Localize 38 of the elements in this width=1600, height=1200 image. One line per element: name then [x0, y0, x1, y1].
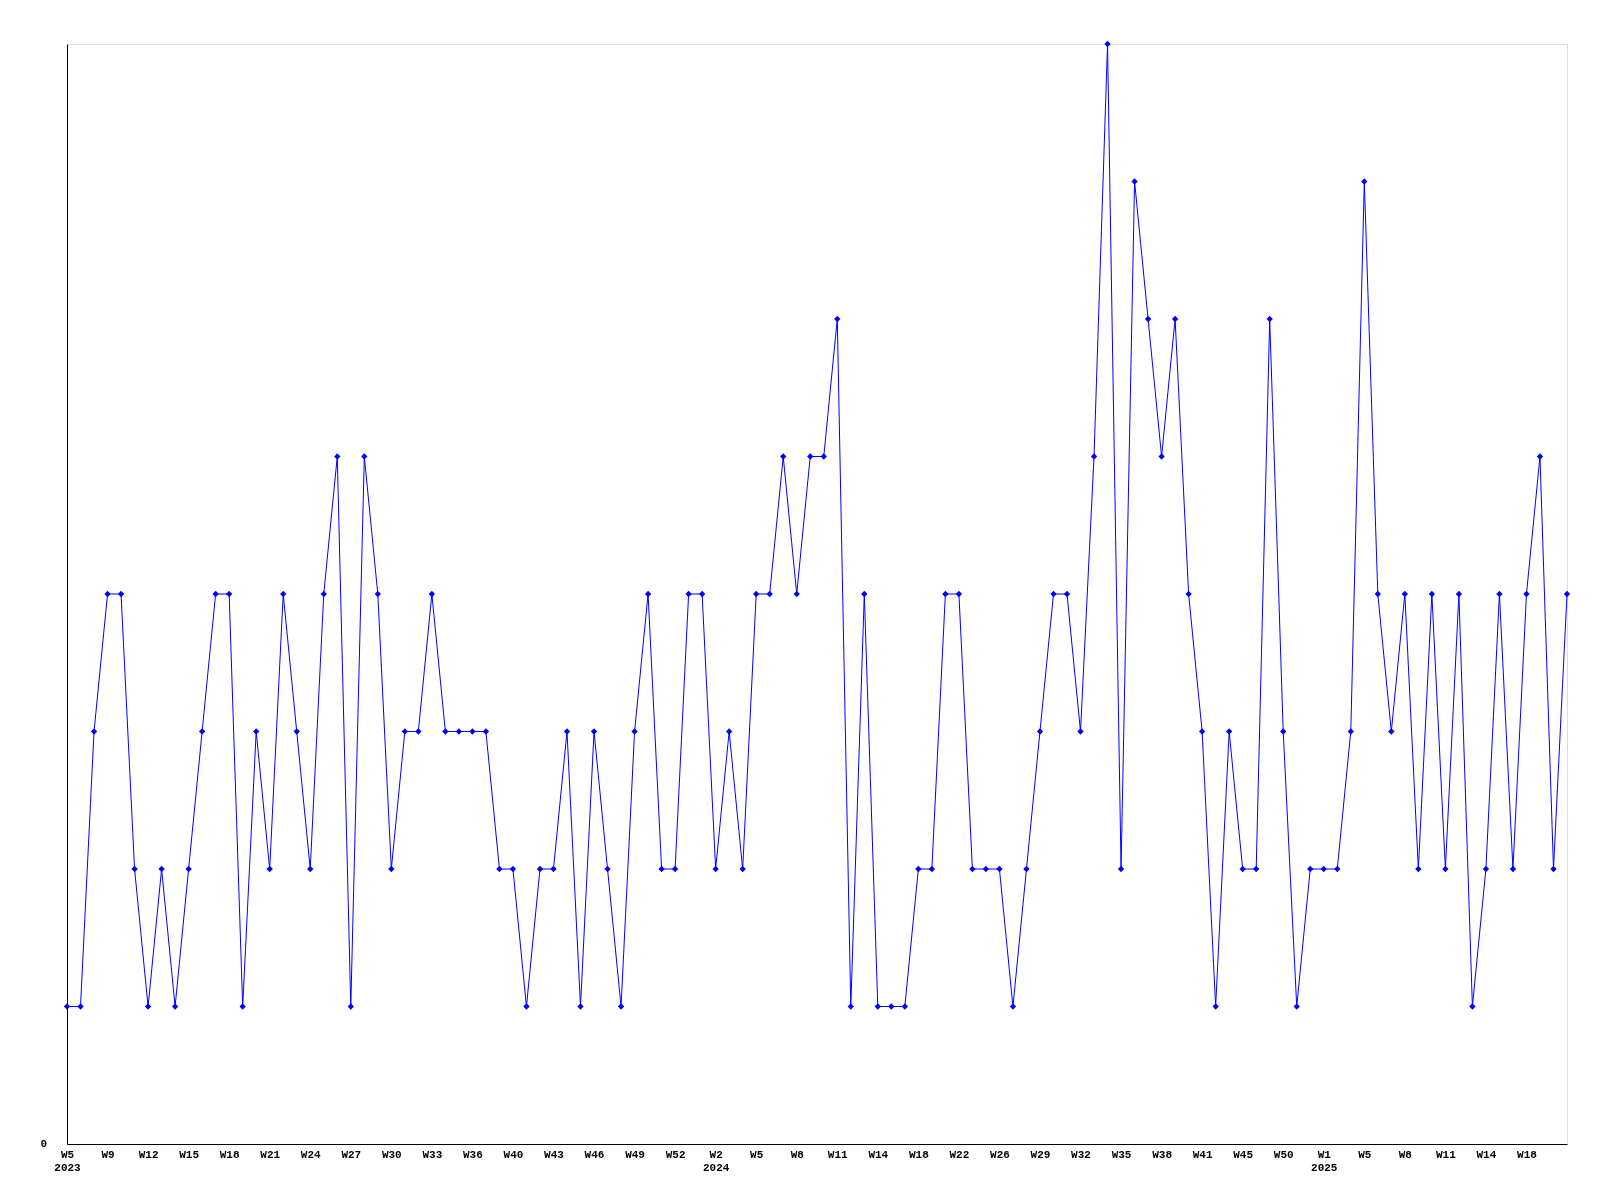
x-tick-label: W9 — [101, 1148, 115, 1161]
x-tick-label: W49 — [625, 1148, 645, 1161]
x-tick-label: W29 — [1030, 1148, 1051, 1161]
x-tick-label: W30 — [381, 1148, 402, 1161]
x-tick-label: W45 — [1233, 1148, 1254, 1161]
x-tick-label: W11 — [1435, 1148, 1457, 1161]
x-tick-label: W11 — [827, 1148, 849, 1161]
x-tick-label: W41 — [1192, 1148, 1213, 1161]
x-tick-label: W12 — [138, 1148, 159, 1161]
x-tick-label: W24 — [300, 1148, 322, 1161]
x-tick-label: W18 — [1517, 1148, 1538, 1161]
x-tick-label: W26 — [990, 1148, 1010, 1161]
x-tick-label: W14 — [868, 1148, 889, 1161]
x-tick-label: W8 — [790, 1148, 805, 1161]
x-tick-label: W2 2024 — [702, 1148, 730, 1174]
x-tick-label: W43 — [544, 1148, 565, 1161]
x-tick-label: W15 — [179, 1148, 200, 1161]
x-tick-label: W27 — [341, 1148, 362, 1161]
x-tick-label: W5 — [750, 1148, 764, 1161]
text: 0 — [40, 1138, 47, 1150]
x-tick-label: W18 — [908, 1148, 930, 1161]
x-tick-label: W32 — [1071, 1148, 1091, 1161]
x-tick-label: W35 — [1111, 1148, 1132, 1161]
x-tick-label: W5 2023 — [54, 1148, 82, 1174]
x-tick-label: W50 — [1273, 1148, 1294, 1161]
x-tick-label: W1 2025 — [1311, 1148, 1338, 1174]
x-tick-label: W46 — [584, 1148, 605, 1161]
x-tick-label: W22 — [949, 1148, 970, 1161]
x-tick-label: W21 — [260, 1148, 281, 1161]
x-tick-label: W38 — [1152, 1148, 1173, 1161]
x-tick-label: W40 — [503, 1148, 524, 1161]
x-tick-label: W8 — [1398, 1148, 1413, 1161]
x-tick-label: W14 — [1476, 1148, 1497, 1161]
x-tick-label: W36 — [463, 1148, 483, 1161]
x-tick-label: W18 — [219, 1148, 240, 1161]
x-tick-label: W5 — [1358, 1148, 1372, 1161]
x-tick-label: W33 — [422, 1148, 443, 1161]
x-tick-label: W52 — [665, 1148, 686, 1161]
